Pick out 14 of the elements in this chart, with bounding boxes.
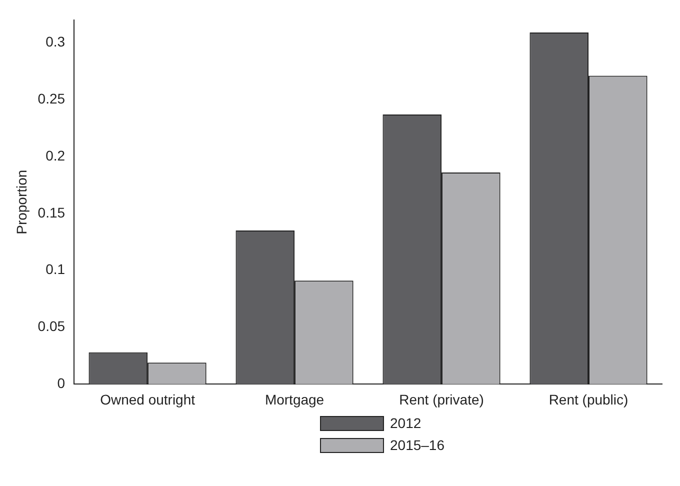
y-axis-title: Proportion [13,170,30,234]
y-tick-label: 0.05 [38,318,66,334]
x-tick-label: Rent (private) [399,391,484,408]
y-tick-label: 0.25 [38,90,66,107]
y-tick-label: 0 [57,375,66,392]
y-tick-label: 0.2 [46,147,66,164]
x-tick-label: Mortgage [264,391,324,408]
x-tick-label: Rent (public) [548,391,628,408]
y-tick-label: 0.15 [38,204,66,220]
x-tick-label: Owned outright [100,391,196,408]
legend-label: 2015–16 [390,437,445,453]
y-tick-label: 0.3 [46,34,66,50]
legend-label: 2012 [390,415,422,431]
y-tick-label: 0.1 [46,261,66,278]
